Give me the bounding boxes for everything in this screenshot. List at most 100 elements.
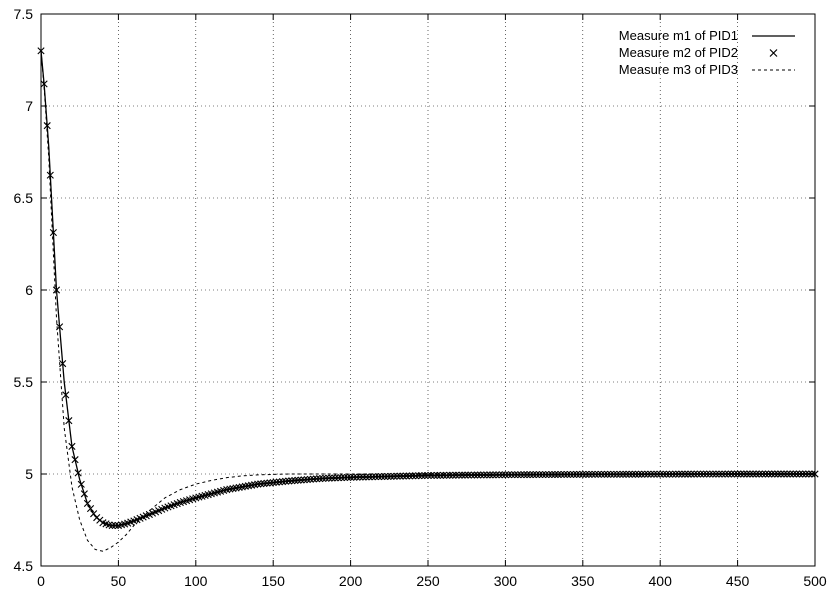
legend-label: Measure m1 of PID1 [619,28,738,43]
data-point [653,470,661,478]
data-point [483,471,491,479]
data-point [436,471,444,479]
data-point [777,470,785,478]
data-point [319,474,327,483]
data-point [374,473,383,481]
data-point [331,474,339,482]
axes: 0 50 100 150 200 250 300 350 400 450 500 4.5 5 5.5 6 6.… [14,6,827,589]
data-point [340,473,348,482]
x-tick-label: 300 [494,573,518,589]
data-point [489,471,497,479]
data-point [718,470,726,478]
data-point [616,470,624,478]
data-point [501,471,509,479]
data-point [427,471,435,480]
data-point [439,471,448,479]
data-point [699,470,708,478]
data-point [347,473,355,481]
data-point [737,470,745,478]
data-point [473,471,482,479]
data-point [771,470,779,478]
data-point [486,471,494,479]
legend-label: Measure m3 of PID3 [619,62,738,77]
data-point [532,471,540,479]
legend-label: Measure m2 of PID2 [619,45,738,60]
data-point [312,475,321,483]
data-point [328,474,336,482]
data-point [461,471,469,479]
data-point [368,473,376,481]
y-tick-label: 6 [25,282,33,298]
data-point [65,417,73,425]
data-point [724,470,732,478]
data-point [353,473,361,481]
data-point [83,499,92,508]
data-point [74,469,82,477]
data-point [71,456,79,464]
data-point [458,471,466,479]
data-point [517,471,525,479]
data-point [647,470,655,478]
data-point [300,476,308,484]
data-point [68,442,76,450]
data-point [789,470,797,478]
data-point [62,391,70,399]
data-point [356,473,364,481]
data-point [687,470,695,478]
data-point [659,470,667,478]
x-tick-label: 350 [571,573,595,589]
data-point [545,470,553,479]
data-point [749,470,757,478]
data-point [452,471,460,479]
data-point [442,471,451,479]
data-point [325,474,333,482]
data-point [275,478,283,486]
data-point [433,471,441,479]
series-2 [37,47,819,530]
data-point [303,475,311,484]
data-point [802,470,810,478]
y-tick-label: 7.5 [14,6,34,22]
data-point [495,471,503,479]
data-point [569,470,578,479]
x-tick-label: 250 [416,573,440,589]
x-tick-label: 50 [111,573,127,589]
data-point [371,473,379,481]
data-point [557,470,565,479]
data-point [322,474,330,482]
plot-series [37,47,819,552]
data-point [294,476,302,484]
data-point [480,471,488,479]
y-tick-label: 5.5 [14,374,34,390]
data-point [526,471,534,479]
data-point [529,471,537,479]
data-point [52,286,61,294]
data-point [548,470,556,479]
series-line [40,50,815,552]
data-point [316,475,324,483]
data-point [768,470,776,478]
data-point [508,471,516,479]
legend-swatch [769,49,778,57]
data-point [634,470,643,478]
data-point [285,477,293,485]
data-point [260,479,268,488]
y-tick-label: 7 [25,98,33,114]
data-point [266,479,274,487]
data-point [603,470,612,478]
data-point [254,480,262,488]
data-point [504,471,513,479]
x-tick-label: 100 [184,573,208,589]
legend: Measure m1 of PID1 Measure m2 of PID2 Meas… [619,28,795,77]
data-point [743,470,751,478]
data-point [470,471,479,479]
data-point [492,471,500,479]
data-point [576,470,584,478]
data-point [464,471,472,479]
data-point [585,470,593,478]
data-point [675,470,683,478]
data-point [430,471,438,480]
data-point [418,472,426,480]
x-tick-label: 400 [649,573,673,589]
series-3 [40,50,815,552]
